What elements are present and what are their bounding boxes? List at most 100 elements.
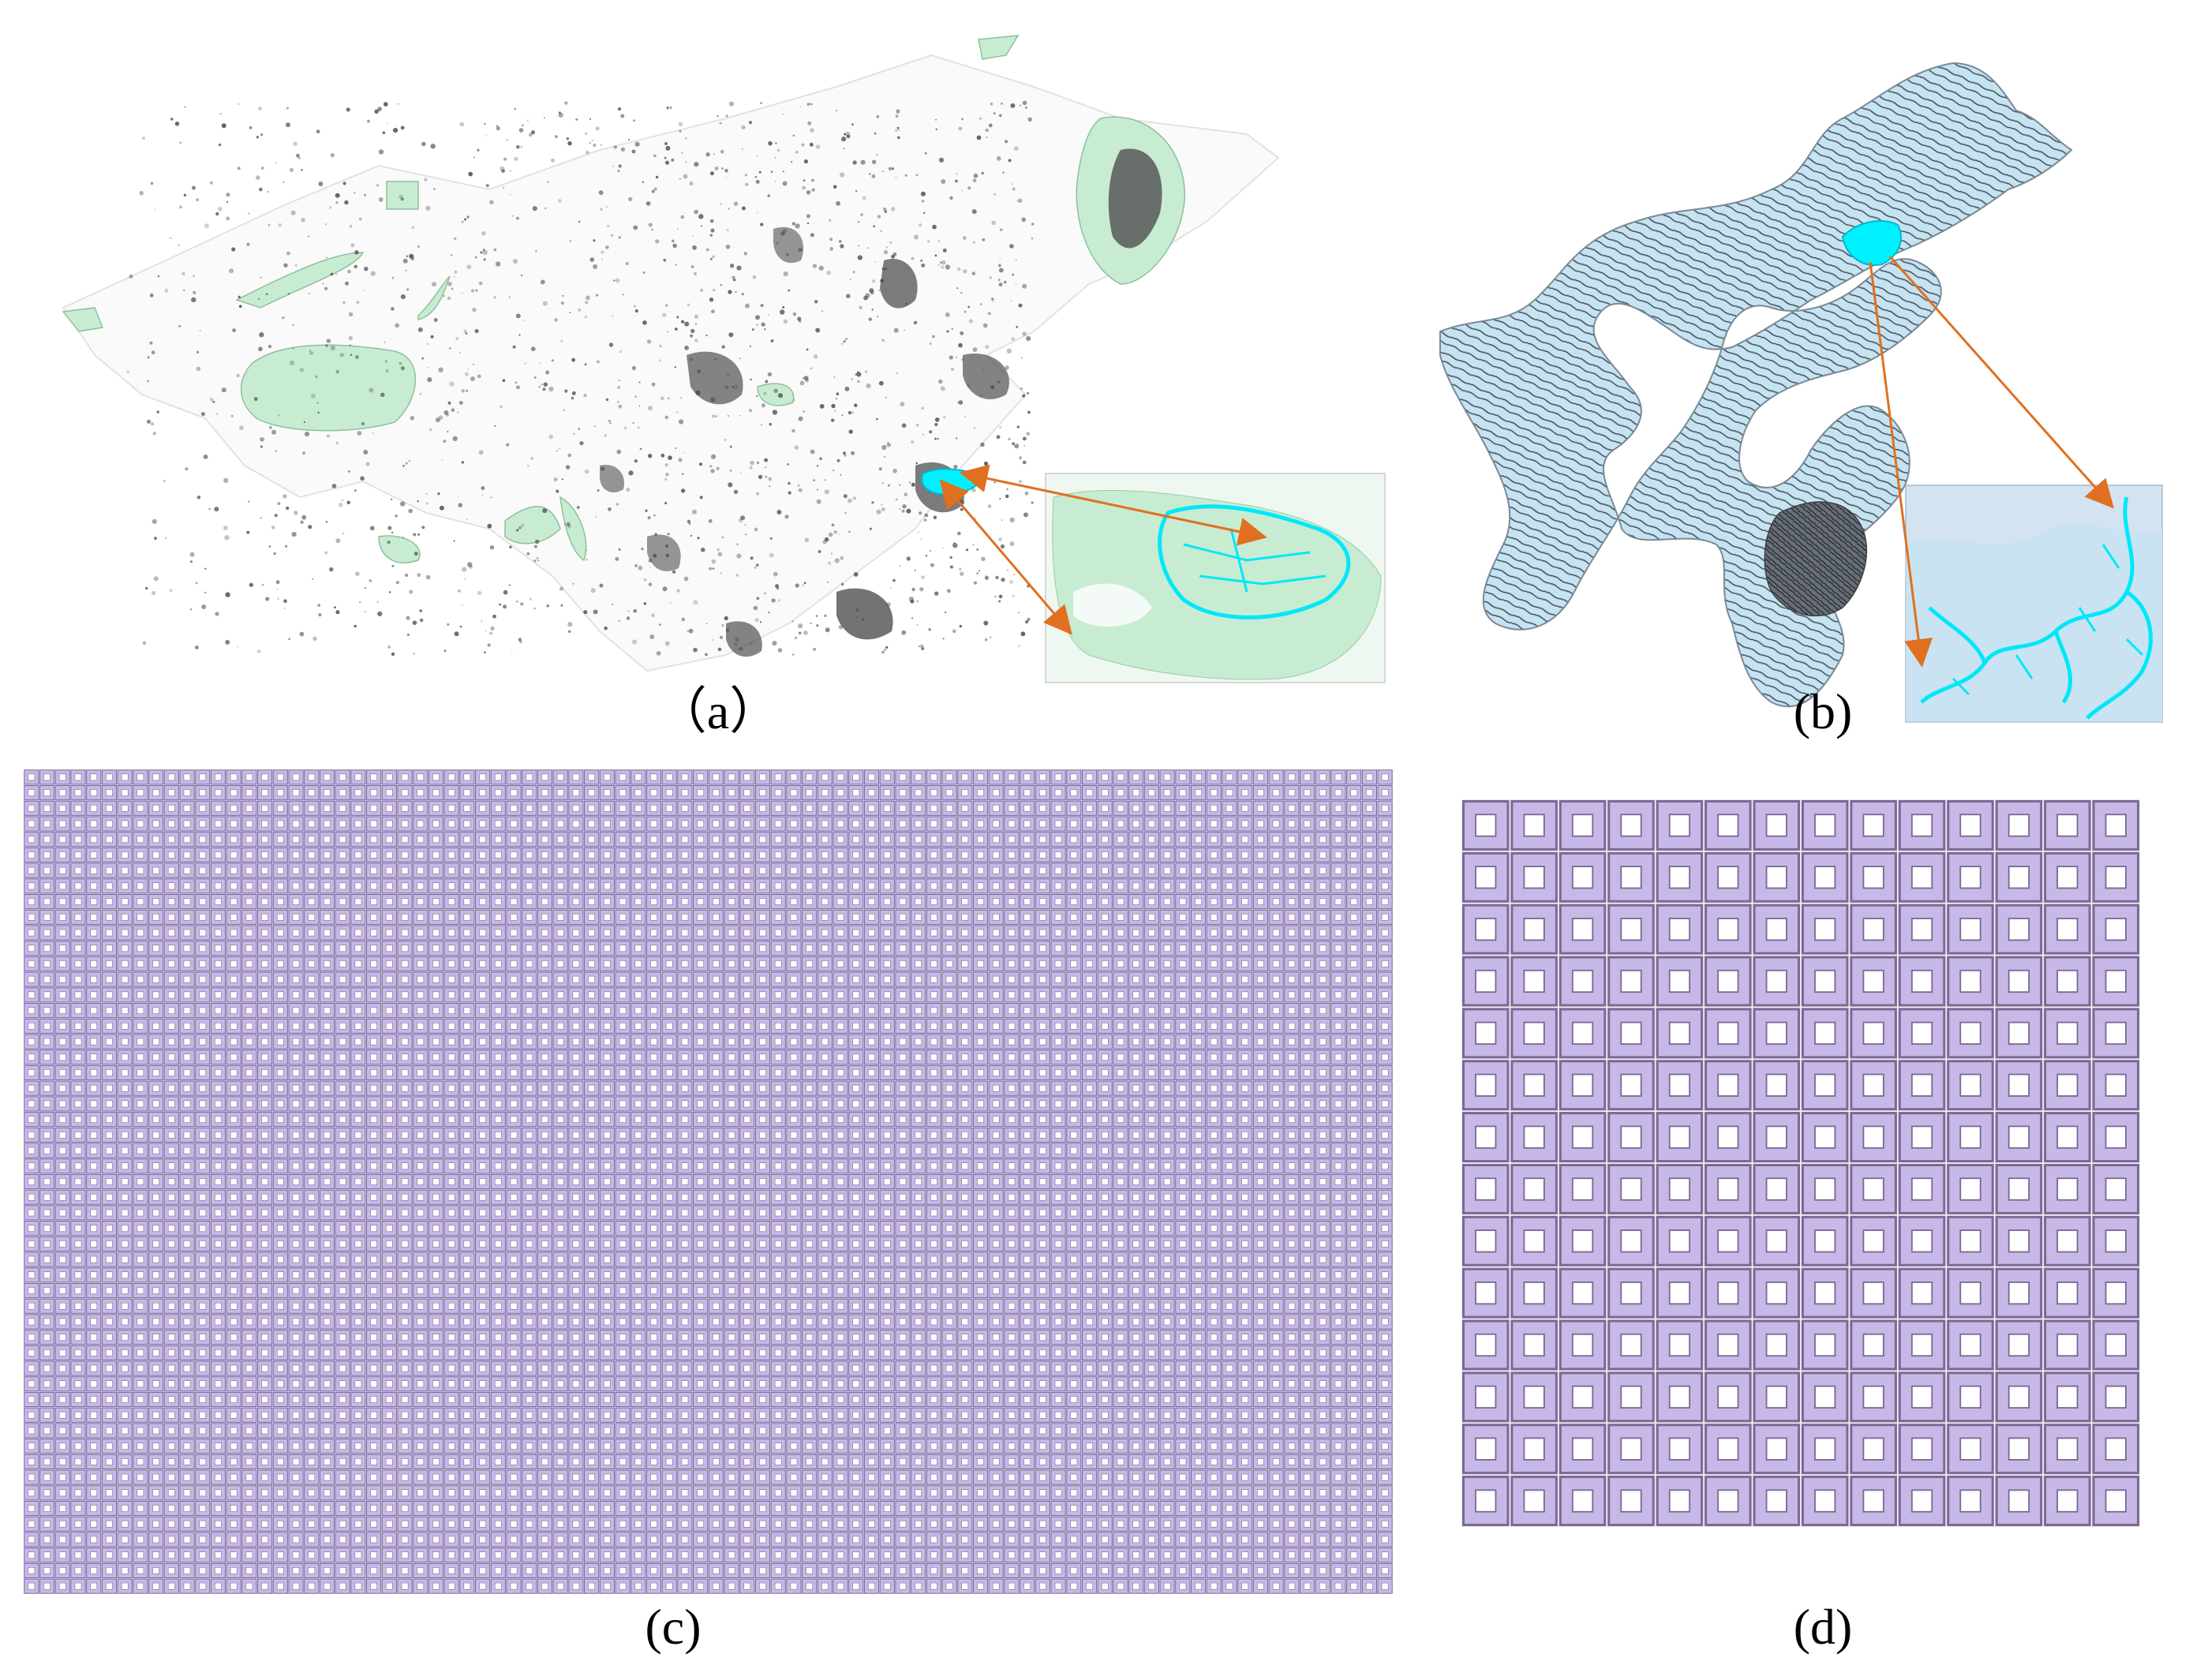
grid-c-cell-hole: [245, 913, 253, 921]
settlement-speckle: [998, 268, 1004, 273]
settlement-speckle: [348, 312, 354, 316]
grid-c-cell-hole: [308, 851, 316, 859]
settlement-speckle: [716, 466, 720, 470]
settlement-speckle: [674, 366, 677, 369]
grid-c-cell-hole: [276, 960, 284, 967]
grid-c-cell-hole: [665, 960, 673, 967]
settlement-speckle: [810, 367, 813, 370]
grid-c-cell-hole: [58, 945, 66, 952]
settlement-speckle: [317, 411, 320, 413]
settlement-speckle: [380, 392, 385, 397]
settlement-speckle: [818, 550, 821, 553]
grid-c-cell-hole: [1272, 929, 1280, 937]
grid-c-cell-hole: [619, 913, 627, 921]
grid-c-cell-hole: [556, 836, 564, 844]
grid-c-cell-hole: [1272, 945, 1280, 952]
grid-c-cell-hole: [370, 1069, 377, 1076]
grid-c-cell-hole: [510, 804, 518, 812]
grid-c-cell-hole: [183, 882, 191, 890]
grid-c-cell-hole: [883, 945, 891, 952]
settlement-speckle: [803, 582, 806, 585]
grid-c-cell-hole: [1148, 898, 1155, 905]
settlement-speckle: [328, 206, 332, 209]
settlement-speckle: [913, 320, 918, 325]
grid-c-cell-hole: [1334, 1069, 1342, 1076]
settlement-speckle: [259, 332, 264, 338]
grid-c-cell-hole: [510, 929, 518, 937]
grid-c-cell-hole: [1101, 1069, 1109, 1076]
grid-c-cell-hole: [1148, 975, 1155, 983]
grid-c-cell-hole: [167, 975, 175, 983]
settlement-speckle: [799, 631, 802, 634]
settlement-speckle: [717, 115, 719, 118]
grid-c-cell-hole: [1272, 836, 1280, 844]
settlement-speckle: [993, 193, 996, 196]
grid-c-cell-hole: [588, 820, 596, 828]
grid-c-cell-hole: [806, 991, 814, 999]
settlement-speckle: [624, 426, 627, 429]
grid-c-cell-hole: [417, 929, 425, 937]
settlement-speckle: [626, 616, 631, 620]
grid-c-cell-hole: [930, 1038, 937, 1046]
grid-c-cell-hole: [401, 929, 409, 937]
grid-c-cell-hole: [370, 929, 377, 937]
settlement-speckle: [802, 377, 805, 380]
grid-c-cell-hole: [230, 945, 238, 952]
settlement-speckle: [841, 414, 844, 417]
settlement-speckle: [750, 556, 754, 560]
grid-c-cell-hole: [774, 1038, 782, 1046]
settlement-speckle: [684, 345, 689, 350]
grid-c-cell-hole: [432, 975, 440, 983]
settlement-speckle: [595, 294, 599, 297]
grid-c-cell-hole: [1023, 804, 1031, 812]
grid-c-cell-hole: [215, 820, 222, 828]
grid-c-cell-hole: [339, 820, 346, 828]
grid-c-cell-hole: [1086, 851, 1093, 859]
grid-c-cell-hole: [401, 898, 409, 905]
settlement-speckle: [892, 469, 897, 473]
grid-c-cell-hole: [1257, 836, 1264, 844]
settlement-speckle: [268, 345, 272, 349]
settlement-speckle: [387, 541, 391, 544]
grid-c-cell-hole: [183, 866, 191, 874]
grid-c-cell-hole: [1366, 1007, 1373, 1014]
grid-c-cell-hole: [806, 898, 814, 905]
settlement-speckle: [693, 600, 698, 605]
grid-c-cell-hole: [1023, 1053, 1031, 1061]
grid-c-cell-hole: [401, 975, 409, 983]
grid-c-cell-hole: [1366, 836, 1373, 844]
settlement-speckle: [732, 275, 735, 280]
grid-c-cell-hole: [106, 804, 113, 812]
grid-c-cell-hole: [1163, 851, 1171, 859]
grid-c-cell-hole: [137, 1069, 144, 1076]
settlement-speckle: [852, 271, 855, 274]
grid-c-cell-hole: [1008, 945, 1016, 952]
grid-c-cell-hole: [90, 898, 98, 905]
settlement-speckle: [826, 270, 831, 275]
settlement-speckle: [1000, 544, 1005, 549]
grid-c-cell-hole: [1350, 882, 1358, 890]
grid-c-cell-hole: [1086, 1007, 1093, 1014]
settlement-speckle: [984, 575, 989, 580]
settlement-speckle: [739, 357, 741, 360]
grid-c-cell-hole: [106, 945, 113, 952]
settlement-speckle: [419, 392, 422, 395]
grid-c-cell-hole: [43, 1007, 51, 1014]
settlement-speckle: [617, 107, 622, 111]
grid-c-cell-hole: [556, 882, 564, 890]
grid-c-cell-hole: [183, 913, 191, 921]
settlement-speckle: [999, 257, 1001, 260]
settlement-speckle: [454, 631, 459, 637]
grid-c-cell-hole: [1101, 851, 1109, 859]
grid-c-cell-hole: [697, 945, 705, 952]
grid-c-cell-hole: [665, 1053, 673, 1061]
settlement-speckle: [799, 106, 802, 108]
grid-c-cell-hole: [1210, 773, 1218, 781]
settlement-speckle: [483, 258, 486, 261]
settlement-speckle: [869, 527, 872, 530]
grid-c-cell-hole: [728, 898, 735, 905]
grid-c-cell-hole: [74, 1053, 82, 1061]
settlement-speckle: [699, 496, 703, 500]
grid-c-cell-hole: [899, 913, 907, 921]
grid-c-cell-hole: [401, 945, 409, 952]
